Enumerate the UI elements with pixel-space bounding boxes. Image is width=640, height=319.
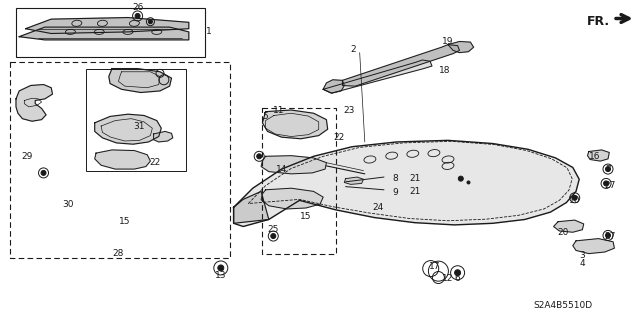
Polygon shape	[342, 45, 460, 86]
Circle shape	[458, 176, 463, 181]
Text: 22: 22	[149, 158, 161, 167]
Text: 31: 31	[134, 122, 145, 130]
Text: 22: 22	[333, 133, 345, 142]
Text: 6: 6	[455, 274, 460, 283]
Polygon shape	[261, 188, 323, 209]
Text: 12: 12	[442, 274, 454, 283]
Polygon shape	[234, 191, 269, 223]
Circle shape	[135, 13, 140, 19]
Text: 25: 25	[268, 225, 279, 234]
Text: 24: 24	[372, 203, 383, 212]
Text: 19: 19	[442, 37, 454, 46]
Polygon shape	[261, 156, 326, 174]
Text: 5: 5	[263, 112, 268, 121]
Text: 27: 27	[604, 181, 616, 189]
Text: 9: 9	[393, 189, 398, 197]
Text: 4: 4	[580, 259, 585, 268]
Circle shape	[41, 170, 46, 175]
Bar	[10, 62, 230, 258]
Text: 27: 27	[604, 232, 616, 241]
Bar	[86, 69, 186, 171]
Text: 17: 17	[429, 262, 441, 271]
Polygon shape	[154, 131, 173, 142]
Circle shape	[271, 234, 276, 239]
Circle shape	[454, 270, 461, 276]
Text: FR.: FR.	[587, 15, 610, 28]
Text: 30: 30	[63, 200, 74, 209]
Text: 26: 26	[132, 4, 143, 12]
Text: 21: 21	[409, 187, 420, 196]
Polygon shape	[95, 150, 150, 169]
Text: 2: 2	[351, 45, 356, 54]
Circle shape	[218, 265, 224, 271]
Polygon shape	[323, 60, 432, 93]
Polygon shape	[26, 18, 189, 33]
Polygon shape	[109, 69, 172, 93]
Text: 16: 16	[589, 152, 601, 161]
Text: S2A4B5510D: S2A4B5510D	[534, 301, 593, 310]
Circle shape	[572, 195, 577, 200]
Polygon shape	[573, 239, 614, 254]
Text: 29: 29	[21, 152, 33, 161]
Text: 18: 18	[439, 66, 451, 75]
Polygon shape	[588, 150, 609, 161]
Bar	[16, 8, 205, 57]
Text: 28: 28	[113, 249, 124, 258]
Text: 8: 8	[393, 174, 398, 183]
Text: 10: 10	[569, 197, 580, 205]
Text: 23: 23	[343, 106, 355, 115]
Polygon shape	[19, 27, 189, 40]
Polygon shape	[554, 220, 584, 232]
Text: 15: 15	[300, 212, 312, 221]
Circle shape	[257, 154, 262, 159]
Text: 14: 14	[276, 165, 287, 174]
Polygon shape	[95, 114, 161, 144]
Bar	[262, 108, 336, 254]
Circle shape	[148, 20, 152, 24]
Text: 3: 3	[580, 251, 585, 260]
Circle shape	[467, 181, 470, 184]
Text: 21: 21	[409, 174, 420, 183]
Polygon shape	[262, 110, 328, 139]
Circle shape	[604, 181, 609, 186]
Polygon shape	[16, 85, 52, 121]
Polygon shape	[448, 41, 474, 53]
Circle shape	[605, 167, 611, 172]
Polygon shape	[344, 177, 364, 184]
Text: 13: 13	[215, 271, 227, 280]
Polygon shape	[323, 80, 344, 93]
Polygon shape	[234, 140, 579, 226]
Text: 11: 11	[273, 106, 284, 115]
Text: 20: 20	[557, 228, 569, 237]
Text: 7: 7	[605, 165, 611, 174]
Text: 15: 15	[119, 217, 131, 226]
Circle shape	[605, 233, 611, 238]
Text: 1: 1	[206, 27, 212, 36]
